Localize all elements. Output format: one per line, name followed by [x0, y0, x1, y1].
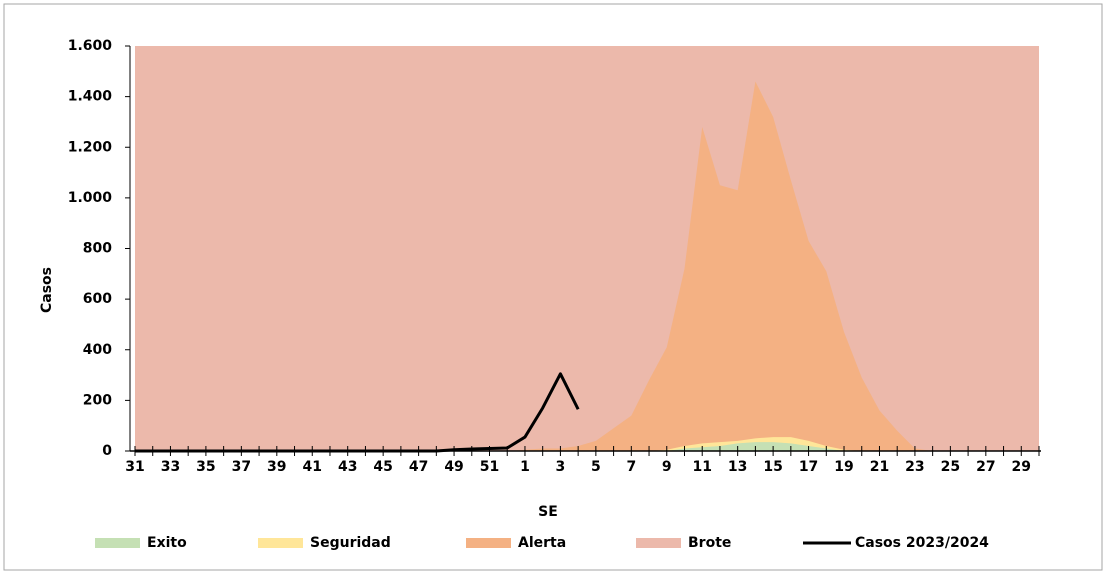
- x-tick-label: 27: [976, 459, 995, 475]
- y-tick-label: 1.600: [68, 38, 113, 54]
- x-tick-label: 7: [626, 459, 636, 475]
- x-tick-label: 51: [480, 459, 499, 475]
- x-tick-label: 31: [125, 459, 144, 475]
- area: [135, 46, 1039, 451]
- x-tick-label: 29: [1012, 459, 1031, 475]
- legend-label: Brote: [688, 535, 731, 551]
- y-tick-label: 1.000: [68, 190, 113, 206]
- x-tick-label: 25: [941, 459, 960, 475]
- x-tick-label: 1: [520, 459, 530, 475]
- y-tick-label: 1.400: [68, 89, 113, 105]
- x-tick-label: 47: [409, 459, 428, 475]
- legend-label: Seguridad: [310, 535, 391, 551]
- x-tick-label: 11: [692, 459, 711, 475]
- legend-key: [466, 538, 511, 548]
- x-tick-label: 3: [556, 459, 566, 475]
- legend-key: [636, 538, 681, 548]
- x-tick-label: 19: [834, 459, 853, 475]
- x-tick-label: 15: [763, 459, 782, 475]
- y-tick-label: 400: [83, 342, 112, 358]
- legend-key: [95, 538, 140, 548]
- x-tick-label: 39: [267, 459, 286, 475]
- x-tick-label: 49: [444, 459, 463, 475]
- x-tick-label: 37: [232, 459, 251, 475]
- x-tick-label: 45: [373, 459, 392, 475]
- x-axis-title: SE: [538, 504, 558, 520]
- x-tick-label: 23: [905, 459, 924, 475]
- plot-area: [135, 46, 1039, 453]
- x-tick-label: 21: [870, 459, 889, 475]
- x-tick-label: 41: [303, 459, 322, 475]
- x-tick-label: 17: [799, 459, 818, 475]
- y-tick-label: 0: [102, 443, 112, 459]
- y-tick-label: 600: [83, 291, 112, 307]
- area: [135, 81, 1039, 451]
- x-tick-label: 33: [161, 459, 180, 475]
- x-tick-label: 35: [196, 459, 215, 475]
- legend-label: Alerta: [518, 535, 566, 551]
- y-tick-label: 1.200: [68, 139, 113, 155]
- legend-label: Exito: [147, 535, 187, 551]
- legend-label: Casos 2023/2024: [855, 535, 989, 551]
- y-axis-title: Casos: [39, 267, 55, 313]
- x-tick-label: 13: [728, 459, 747, 475]
- x-tick-label: 43: [338, 459, 357, 475]
- y-tick-label: 800: [83, 241, 112, 257]
- legend-key: [258, 538, 303, 548]
- area: [135, 442, 1039, 451]
- x-tick-label: 9: [662, 459, 672, 475]
- x-tick-label: 5: [591, 459, 601, 475]
- y-tick-label: 200: [83, 392, 112, 408]
